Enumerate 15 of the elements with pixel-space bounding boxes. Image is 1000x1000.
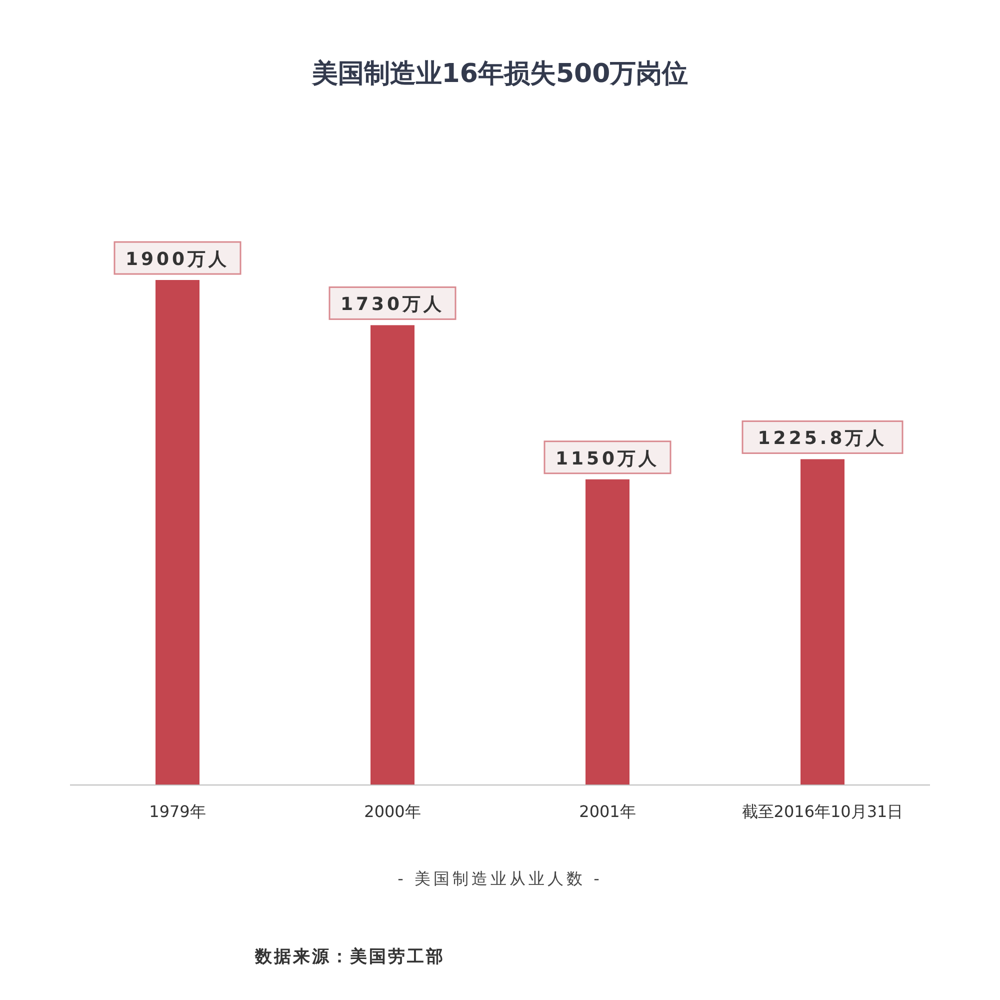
x-tick-label: 截至2016年10月31日 (742, 802, 904, 821)
chart-title: 美国制造业16年损失500万岗位 (310, 59, 688, 89)
bar (370, 325, 414, 785)
x-tick-label: 2000年 (364, 802, 421, 821)
data-label: 1900万人 (125, 249, 230, 270)
source-note: 数据来源：美国劳工部 (254, 947, 445, 967)
x-tick-label: 1979年 (149, 802, 206, 821)
x-axis-title: - 美国制造业从业人数 - (398, 869, 602, 888)
bar (800, 459, 844, 785)
bar (156, 280, 200, 785)
data-label: 1150万人 (555, 448, 660, 470)
bar (586, 479, 630, 785)
x-tick-label: 2001年 (579, 802, 636, 821)
data-label: 1730万人 (340, 294, 445, 316)
data-label: 1225.8万人 (758, 428, 888, 450)
